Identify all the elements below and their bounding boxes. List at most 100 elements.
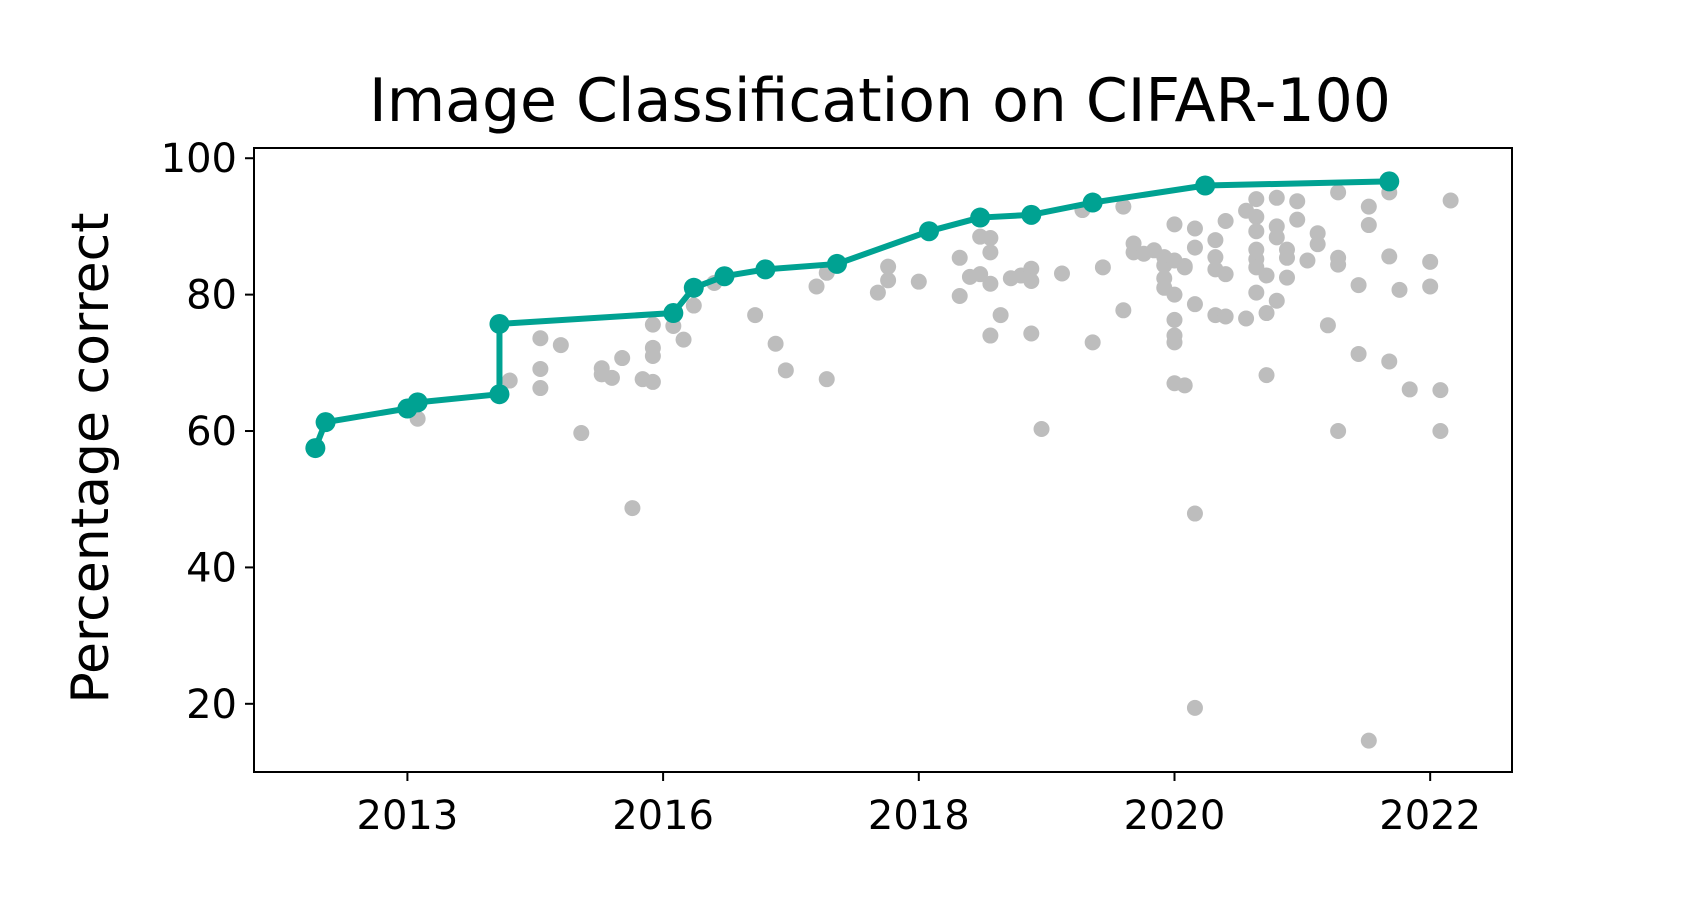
- frontier-point: [1195, 175, 1216, 196]
- scatter-point: [1330, 184, 1347, 201]
- scatter-point: [880, 258, 897, 275]
- scatter-point: [1360, 732, 1377, 749]
- scatter-point: [1319, 317, 1336, 334]
- frontier-point: [663, 303, 684, 324]
- scatter-point: [644, 339, 661, 356]
- scatter-point: [1033, 420, 1050, 437]
- scatter-point: [644, 316, 661, 333]
- scatter-point: [532, 330, 549, 347]
- scatter-point: [1023, 272, 1040, 289]
- frontier-point: [919, 221, 940, 242]
- frontier-point: [1379, 171, 1400, 192]
- scatter-point: [1401, 381, 1418, 398]
- scatter-point: [1360, 198, 1377, 215]
- scatter-point: [614, 350, 631, 367]
- scatter-point: [1258, 305, 1275, 322]
- scatter-point: [1176, 257, 1193, 274]
- frontier-point: [714, 266, 735, 287]
- frontier-point: [407, 392, 428, 413]
- scatter-point: [1432, 423, 1449, 440]
- plot-area: [253, 147, 1513, 773]
- scatter-point: [1217, 308, 1234, 325]
- scatter-point: [1238, 310, 1255, 327]
- x-tick-label: 2016: [612, 793, 714, 839]
- scatter-point: [624, 500, 641, 517]
- scatter-point: [532, 380, 549, 397]
- frontier-point: [826, 253, 847, 274]
- scatter-point: [685, 297, 702, 314]
- y-tick-label: 40: [186, 545, 237, 591]
- frontier-point-layer: [305, 171, 1400, 459]
- frontier-point: [755, 259, 776, 280]
- scatter-point: [818, 371, 835, 388]
- scatter-point: [1330, 423, 1347, 440]
- scatter-point: [982, 275, 999, 292]
- scatter-point: [1207, 249, 1224, 266]
- scatter-point: [603, 369, 620, 386]
- scatter-point: [1268, 189, 1285, 206]
- scatter-point: [1248, 208, 1265, 225]
- scatter-point: [1094, 259, 1111, 276]
- x-tick-label: 2013: [357, 793, 459, 839]
- y-tick-label: 20: [186, 682, 237, 728]
- scatter-point: [951, 249, 968, 266]
- scatter-point: [1278, 269, 1295, 286]
- scatter-point: [767, 335, 784, 352]
- scatter-point: [1381, 353, 1398, 370]
- x-tick-label: 2020: [1124, 793, 1226, 839]
- scatter-point: [1330, 256, 1347, 273]
- scatter-point: [869, 284, 886, 301]
- scatter-point: [1248, 284, 1265, 301]
- scatter-point: [532, 360, 549, 377]
- scatter-point: [808, 278, 825, 295]
- scatter-point: [1176, 377, 1193, 394]
- scatter-point: [1186, 505, 1203, 522]
- scatter-point: [1360, 217, 1377, 234]
- scatter-point: [1350, 277, 1367, 294]
- scatter-point: [1023, 260, 1040, 277]
- scatter-point: [777, 362, 794, 379]
- scatter-point: [982, 327, 999, 344]
- frontier-point: [970, 207, 991, 228]
- scatter-point: [1186, 239, 1203, 256]
- scatter-point: [1115, 302, 1132, 319]
- scatter-point: [992, 307, 1009, 324]
- frontier-point: [315, 412, 336, 433]
- scatter-point: [1166, 286, 1183, 303]
- scatter-point: [1248, 223, 1265, 240]
- scatter-point: [1268, 229, 1285, 246]
- plot-frame: [253, 147, 1513, 773]
- scatter-point: [1289, 193, 1306, 210]
- scatter-point: [1186, 699, 1203, 716]
- y-axis-label: Percentage correct: [61, 212, 121, 703]
- frontier-point: [305, 438, 326, 459]
- y-tick-label: 100: [161, 136, 237, 182]
- frontier-point: [1082, 192, 1103, 213]
- scatter-point: [1309, 236, 1326, 253]
- scatter-point: [1299, 252, 1316, 269]
- scatter-point: [1166, 327, 1183, 344]
- scatter-layer: [409, 184, 1459, 749]
- scatter-point: [910, 273, 927, 290]
- scatter-point: [1207, 232, 1224, 249]
- x-axis: 2013 2016 2018 2020 2022: [357, 772, 1481, 839]
- scatter-point: [1432, 382, 1449, 399]
- scatter-point: [675, 331, 692, 348]
- frontier-point: [1021, 204, 1042, 225]
- scatter-point: [1115, 198, 1132, 215]
- scatter-point: [644, 373, 661, 390]
- scatter-point: [1248, 191, 1265, 208]
- scatter-point: [747, 307, 764, 324]
- y-tick-label: 60: [186, 409, 237, 455]
- scatter-point: [1278, 249, 1295, 266]
- x-tick-label: 2022: [1379, 793, 1481, 839]
- scatter-point: [1268, 292, 1285, 309]
- frontier-point: [489, 384, 510, 405]
- frontier-point: [683, 277, 704, 298]
- scatter-point: [1381, 248, 1398, 265]
- scatter-point: [880, 272, 897, 289]
- scatter-point: [1023, 325, 1040, 342]
- scatter-point: [1258, 367, 1275, 384]
- x-tick-label: 2018: [868, 793, 970, 839]
